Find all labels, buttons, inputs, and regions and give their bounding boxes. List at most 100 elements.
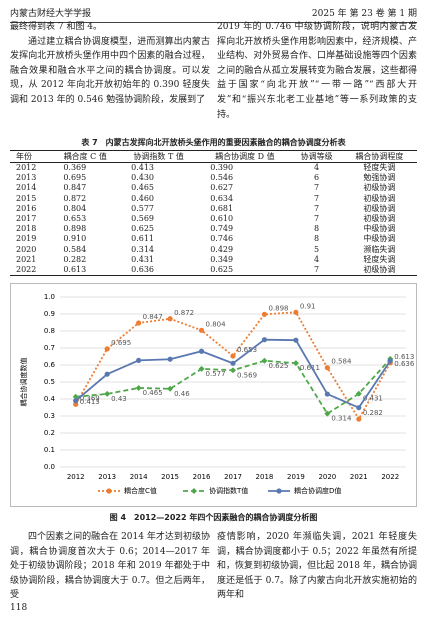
column-header: 协调指数 T 值 bbox=[119, 150, 199, 163]
x-tick-label: 2018 bbox=[256, 473, 274, 481]
marker bbox=[387, 358, 393, 364]
text-column: 2019 年的 0.746 中级协调阶段，说明内蒙古发挥向北开放桥头堡作用影响因… bbox=[217, 20, 417, 122]
table-cell: 0.625 bbox=[131, 224, 155, 234]
data-label: 0.898 bbox=[268, 304, 288, 312]
text-column: 最终得到表 7 和图 4。 通过建立耦合协调度模型，进而测算出内蒙古发挥向北开放… bbox=[10, 20, 210, 108]
table-cell: 0.584 bbox=[63, 244, 87, 254]
table-cell: 0.636 bbox=[119, 264, 199, 277]
table-title: 表 7 内蒙古发挥向北开放桥头堡作用的重要因素融合的耦合协调度分析表 bbox=[81, 138, 346, 147]
paragraph: 疫情影响，2020 年濒临失调，2021 年轻度失调，耦合协调度都小于 0.5；… bbox=[217, 532, 417, 601]
y-tick-label: 0.7 bbox=[44, 344, 55, 352]
table-cell: 0.872 bbox=[63, 193, 87, 203]
y-tick-label: 0.2 bbox=[44, 429, 55, 437]
table-cell: 0.465 bbox=[131, 183, 155, 193]
y-axis-label: 耦合协调度数值 bbox=[19, 358, 28, 407]
data-label: 0.577 bbox=[206, 370, 226, 378]
paragraph: 通过建立耦合协调度模型，进而测算出内蒙古发挥向北开放桥头堡作用中四个因素的融合过… bbox=[10, 36, 210, 105]
table-row: 2016 0.804 0.577 0.681 7 初级协调 bbox=[10, 204, 417, 214]
y-tick-label: 0.0 bbox=[44, 463, 55, 471]
table-cell: 轻度失调 bbox=[363, 254, 396, 264]
x-tick-label: 2019 bbox=[287, 473, 305, 481]
data-label: 0.314 bbox=[331, 415, 352, 423]
y-tick-label: 0.6 bbox=[44, 361, 56, 369]
y-tick-label: 0.4 bbox=[44, 395, 56, 403]
table-cell: 0.746 bbox=[210, 234, 234, 244]
table: 年份 耦合度 C 值协调指数 T 值耦合协调度 D 值协调等级 耦合协调程度 2012… bbox=[10, 150, 417, 277]
table-cell: 7 bbox=[314, 203, 320, 213]
table-row: 2017 0.653 0.569 0.610 7 初级协调 bbox=[10, 214, 417, 224]
table-row: 2015 0.872 0.460 0.634 7 初级协调 bbox=[10, 194, 417, 204]
column-header: 耦合协调程度 bbox=[341, 150, 417, 163]
paragraph: 四个因素之间的融合在 2014 年才达到初级协调，耦合协调度首次大于 0.6；2… bbox=[10, 532, 210, 601]
marker bbox=[324, 391, 330, 397]
table-cell: 2012 bbox=[16, 163, 37, 173]
table-header: 年份 耦合度 C 值协调指数 T 值耦合协调度 D 值协调等级 耦合协调程度 bbox=[10, 150, 417, 163]
marker bbox=[230, 367, 236, 374]
marker bbox=[136, 320, 142, 326]
table-cell: 0.910 bbox=[63, 234, 87, 244]
marker bbox=[230, 360, 236, 366]
marker bbox=[104, 346, 110, 352]
data-label: 0.584 bbox=[331, 358, 352, 366]
table-cell: 0.460 bbox=[131, 193, 155, 203]
table-cell: 0.627 bbox=[210, 183, 234, 193]
legend-label: 耦合协调度D值 bbox=[294, 486, 341, 495]
table-row: 2018 0.898 0.625 0.749 8 中级协调 bbox=[10, 224, 417, 234]
table-cell: 0.625 bbox=[198, 264, 292, 277]
marker bbox=[230, 353, 236, 359]
table-cell: 中级协调 bbox=[363, 234, 396, 244]
data-label: 0.431 bbox=[363, 395, 383, 403]
legend-label: 协调指数T值 bbox=[209, 486, 248, 495]
table-row: 2022 0.613 0.636 0.625 7 初级协调 bbox=[10, 264, 417, 277]
data-label: 0.653 bbox=[237, 346, 257, 354]
legend-label: 耦合度C值 bbox=[124, 486, 157, 495]
table-cell: 濒临失调 bbox=[363, 244, 396, 254]
data-label: 0.369 bbox=[80, 394, 100, 402]
table-cell: 初级协调 bbox=[363, 183, 396, 193]
data-label: 0.43 bbox=[111, 395, 127, 403]
marker bbox=[293, 337, 299, 343]
table-cell: 2017 bbox=[16, 214, 37, 224]
text-column: 四个因素之间的融合在 2014 年才达到初级协调，耦合协调度首次大于 0.6；2… bbox=[10, 530, 210, 603]
table-cell: 0.749 bbox=[210, 224, 234, 234]
table-cell: 0.546 bbox=[210, 173, 234, 183]
x-tick-label: 2016 bbox=[193, 473, 211, 481]
marker bbox=[198, 365, 205, 372]
y-tick-label: 1.0 bbox=[44, 293, 55, 301]
table-cell: 5 bbox=[314, 244, 320, 254]
marker bbox=[167, 385, 174, 392]
y-tick-label: 0.9 bbox=[44, 310, 55, 318]
table-cell: 初级协调 bbox=[363, 193, 396, 203]
table-row: 2014 0.847 0.465 0.627 7 初级协调 bbox=[10, 183, 417, 193]
table-cell: 2019 bbox=[16, 234, 37, 244]
issue: 2025 年 第 23 卷 第 1 期 bbox=[311, 9, 417, 19]
table-cell: 4 bbox=[314, 254, 320, 264]
y-tick-label: 0.5 bbox=[44, 378, 55, 386]
figure-caption: 图 4 2012—2022 年四个因素融合的耦合协调度分析图 bbox=[109, 513, 318, 522]
data-label: 0.465 bbox=[143, 389, 163, 397]
table-cell: 2020 bbox=[16, 244, 37, 254]
table-cell: 8 bbox=[314, 234, 320, 244]
table-cell: 2018 bbox=[16, 224, 37, 234]
table-cell: 初级协调 bbox=[363, 203, 396, 213]
table-cell: 0.390 bbox=[210, 163, 234, 173]
y-tick-label: 0.3 bbox=[44, 412, 55, 420]
chart-frame bbox=[10, 283, 417, 507]
marker bbox=[136, 357, 142, 364]
journal: 内蒙古财经大学学报 bbox=[10, 9, 92, 19]
table-cell: 6 bbox=[314, 173, 320, 183]
marker bbox=[261, 357, 268, 364]
y-tick-label: 0.8 bbox=[44, 327, 55, 335]
table-cell: 0.429 bbox=[210, 244, 234, 254]
column-header: 耦合协调度 D 值 bbox=[198, 150, 292, 163]
x-tick-label: 2013 bbox=[98, 473, 116, 481]
marker bbox=[72, 393, 79, 400]
data-label: 0.613 bbox=[394, 353, 414, 361]
data-label: 0.413 bbox=[80, 398, 100, 406]
data-label: 0.695 bbox=[111, 339, 131, 347]
column-header: 协调等级 bbox=[291, 150, 342, 163]
text-column: 疫情影响，2020 年濒临失调，2021 年轻度失调，耦合协调度都小于 0.5；… bbox=[217, 530, 417, 603]
paragraph: 最终得到表 7 和图 4。 bbox=[10, 22, 103, 32]
marker bbox=[356, 405, 362, 411]
